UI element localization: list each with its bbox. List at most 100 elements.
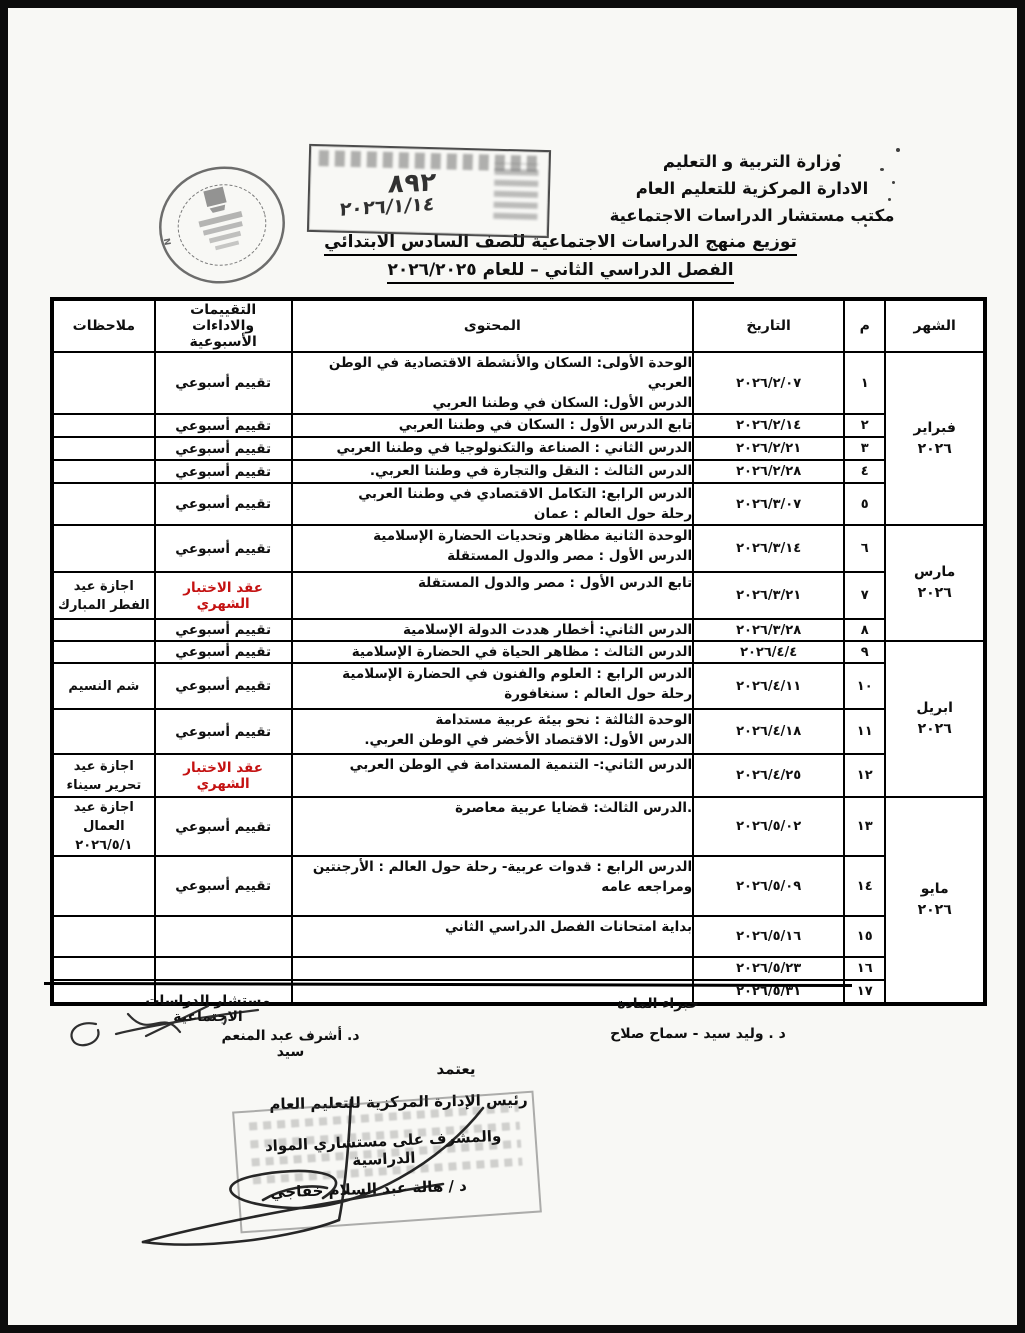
date-cell: ٢٠٢٦/٥/١٦ — [692, 915, 846, 958]
seal-text-bottom: AND TECHNICAL EDUCATION — [138, 174, 148, 186]
content-line: الدرس الثاني:- التنمية المستدامة في الوط… — [349, 757, 693, 773]
table-row: مايو ٢٠٢٦ ١٣ ٢٠٢٦/٥/٠٢ .الدرس الثالث: قضايا … — [51, 796, 986, 1005]
evaluation-cell — [153, 956, 293, 981]
month-name: مايو — [920, 881, 949, 897]
content-line: الوحدة الثالثة : نحو بيئة عربية مستدامة — [435, 712, 693, 728]
stamp-illegible-block — [493, 162, 539, 220]
evaluation-cell — [153, 915, 293, 958]
serial-cell: ٩ — [843, 640, 887, 664]
serial-cell: ١٣ — [843, 796, 887, 857]
month-cell: فبراير ٢٠٢٦ — [884, 351, 986, 526]
ministry-line-1: وزارة التربية و التعليم — [662, 152, 842, 171]
content-line: الدرس الأول: السكان في وطننا العربي — [432, 395, 693, 411]
table-row: ١١ ٢٠٢٦/٤/١٨ الوحدة الثالثة : نحو بيئة عرب… — [51, 708, 985, 755]
date-cell: ٢٠٢٦/٣/١٤ — [692, 524, 846, 573]
serial-cell: ١٢ — [843, 753, 887, 798]
evaluation-cell: عقد الاختبار الشهري — [153, 571, 293, 620]
seal-text-top: MINISTRY OF EDUCATION — [137, 171, 175, 248]
serial-cell: ٧ — [843, 571, 887, 620]
svg-text:MINISTRY OF EDUCATION: MINISTRY OF EDUCATION — [143, 171, 174, 248]
month-name: فبراير — [913, 419, 956, 436]
serial-cell: ٣ — [843, 436, 887, 461]
month-name: مارس — [914, 564, 956, 580]
content-cell: الدرس الثالث : النقل والتجارة في وطننا ا… — [290, 459, 695, 484]
content-line: تابع الدرس الأول : السكان في وطننا العرب… — [398, 417, 693, 433]
content-line: .الدرس الثالث: قضايا عربية معاصرة — [455, 800, 693, 816]
serial-cell: ٢ — [843, 413, 887, 438]
table-row: ٣ ٢٠٢٦/٢/٢١ الدرس الثاني : الصناعة والتكنو… — [51, 436, 985, 461]
date-cell: ٢٠٢٦/٤/١١ — [692, 662, 846, 710]
notes-cell: اجازة عيد تحرير سيناء — [51, 753, 156, 798]
evaluation-cell: تقييم أسبوعي — [153, 618, 293, 642]
approved-label: يعتمد — [436, 1060, 476, 1078]
notes-cell — [51, 459, 156, 484]
date-cell: ٢٠٢٦/٤/٢٥ — [692, 753, 846, 798]
notes-cell — [51, 708, 156, 755]
header-date: التاريخ — [692, 298, 846, 353]
content-cell: تابع الدرس الأول : مصر والدول المستقلة — [290, 571, 695, 620]
content-cell: الدرس الثاني : الصناعة والتكنولوجيا في و… — [290, 436, 695, 461]
svg-text:AND TECHNICAL EDUCATION: AND TECHNICAL EDUCATION — [143, 174, 148, 186]
evaluation-cell: عقد الاختبار الشهري — [153, 753, 293, 798]
serial-cell: ١٠ — [843, 662, 887, 710]
evaluation-cell: تقييم أسبوعي — [153, 640, 293, 664]
content-cell: الوحدة الأولى: السكان والأنشطة الاقتصادي… — [290, 351, 695, 415]
evaluation-cell: تقييم أسبوعي — [153, 662, 293, 710]
document-title: توزيع منهج الدراسات الاجتماعية للصف السا… — [288, 232, 833, 256]
notes-cell: شم النسيم — [51, 662, 156, 710]
content-line: تابع الدرس الأول : مصر والدول المستقلة — [417, 575, 693, 591]
header-evaluation: التقييمات والاداءات الأسبوعية — [153, 298, 293, 353]
month-year: ٢٠٢٦ — [917, 902, 952, 918]
content-line: الدرس الثاني : الصناعة والتكنولوجيا في و… — [336, 440, 693, 456]
content-cell: الدرس الثاني:- التنمية المستدامة في الوط… — [290, 753, 695, 798]
table-row: ١٥ ٢٠٢٦/٥/١٦ بداية امتحانات الفصل الدراسي … — [51, 915, 985, 958]
month-cell: مايو ٢٠٢٦ — [884, 796, 986, 1005]
notes-cell: اجازة عيد العمال ٢٠٢٦/٥/١ — [51, 796, 156, 857]
content-line: رحلة حول العالم : سنغافورة — [504, 686, 693, 702]
month-year: ٢٠٢٦ — [917, 721, 952, 737]
serial-cell: ١٥ — [843, 915, 887, 958]
content-cell: الدرس الثالث : مظاهر الحياة في الحضارة ا… — [290, 640, 695, 664]
scan-speck — [888, 198, 891, 201]
serial-cell: ٦ — [843, 524, 887, 573]
date-cell: ٢٠٢٦/٣/٢٨ — [692, 618, 846, 642]
content-line: الدرس الرابع : قدوات عربية- رحلة حول الع… — [312, 859, 693, 895]
table-row: ١٠ ٢٠٢٦/٤/١١ الدرس الرابع : العلوم والفنون… — [51, 662, 985, 710]
date-cell: ٢٠٢٦/٢/٠٧ — [692, 351, 846, 415]
date-cell: ٢٠٢٦/٥/٠٢ — [692, 796, 846, 857]
evaluation-cell: تقييم أسبوعي — [153, 524, 293, 573]
date-cell: ٢٠٢٦/٤/١٨ — [692, 708, 846, 755]
month-cell: ابريل ٢٠٢٦ — [884, 640, 986, 798]
content-line: الدرس الثالث : مظاهر الحياة في الحضارة ا… — [351, 644, 693, 660]
header-notes: ملاحظات — [51, 298, 156, 353]
header-serial: م — [843, 298, 887, 353]
table-row: ٧ ٢٠٢٦/٣/٢١ تابع الدرس الأول : مصر والدول … — [51, 571, 985, 620]
table-header-row: الشهر م التاريخ المحتوى التقييمات والادا… — [51, 298, 986, 353]
notes-cell — [51, 956, 156, 981]
header-month: الشهر — [884, 298, 986, 353]
notes-cell — [51, 482, 156, 526]
notes-cell — [51, 618, 156, 642]
month-year: ٢٠٢٦ — [917, 440, 952, 457]
evaluation-cell: تقييم أسبوعي — [153, 482, 293, 526]
stamp-date-handwritten: ٢٠٢٦/١/١٤ — [338, 192, 436, 221]
month-year: ٢٠٢٦ — [917, 585, 952, 601]
date-cell: ٢٠٢٦/٤/٤ — [692, 640, 846, 664]
evaluation-cell: تقييم أسبوعي — [153, 459, 293, 484]
notes-cell — [51, 640, 156, 664]
content-cell: بداية امتحانات الفصل الدراسي الثاني — [290, 915, 695, 958]
serial-cell: ١١ — [843, 708, 887, 755]
scan-speck — [896, 148, 900, 152]
content-cell: الدرس الرابع: التكامل الاقتصادي في وطننا… — [290, 482, 695, 526]
notes-cell — [51, 915, 156, 958]
content-cell: تابع الدرس الأول : السكان في وطننا العرب… — [290, 413, 695, 438]
content-line: الدرس الثاني: أخطار هددت الدولة الإسلامي… — [402, 622, 693, 638]
content-cell — [290, 956, 695, 981]
serial-cell: ١٦ — [843, 956, 887, 981]
evaluation-cell: تقييم أسبوعي — [153, 351, 293, 415]
serial-cell: ٥ — [843, 482, 887, 526]
content-line: رحلة حول العالم : عمان — [533, 506, 693, 522]
table-row: مارس ٢٠٢٦ ٦ ٢٠٢٦/٣/١٤ الوحدة الثانية مظاهر و… — [51, 524, 986, 642]
notes-cell — [51, 855, 156, 917]
